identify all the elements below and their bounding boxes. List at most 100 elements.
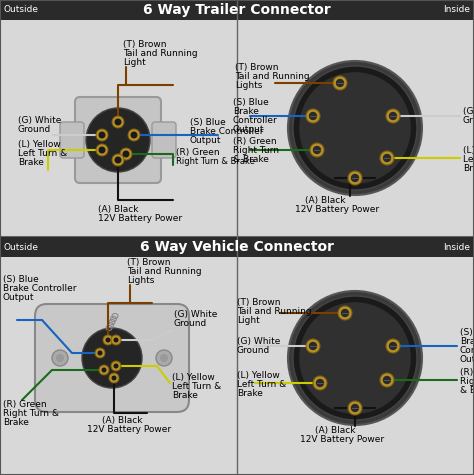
Text: Output: Output xyxy=(190,136,221,145)
Circle shape xyxy=(313,376,327,390)
Circle shape xyxy=(309,342,317,350)
Circle shape xyxy=(383,154,391,162)
Circle shape xyxy=(109,373,119,383)
Text: 12V Battery Power: 12V Battery Power xyxy=(87,425,171,434)
Circle shape xyxy=(86,108,150,172)
Text: Light: Light xyxy=(123,58,146,67)
Text: (R) Green: (R) Green xyxy=(3,400,46,409)
Circle shape xyxy=(112,154,124,166)
Circle shape xyxy=(310,143,324,157)
Text: Tail and Running: Tail and Running xyxy=(235,72,310,81)
Text: (G) White: (G) White xyxy=(463,107,474,116)
Circle shape xyxy=(106,338,110,342)
Text: Brake Controller: Brake Controller xyxy=(3,284,76,293)
Circle shape xyxy=(299,302,411,414)
FancyBboxPatch shape xyxy=(60,122,84,158)
Circle shape xyxy=(52,350,68,366)
Text: Tail and Running: Tail and Running xyxy=(237,307,311,316)
Bar xyxy=(0,237,474,257)
Circle shape xyxy=(115,118,121,125)
Text: (A) Black: (A) Black xyxy=(305,196,346,205)
Circle shape xyxy=(95,348,105,358)
Text: Left Turn &: Left Turn & xyxy=(172,382,221,391)
Text: 6 Way Trailer Connector: 6 Way Trailer Connector xyxy=(143,3,331,17)
Circle shape xyxy=(348,171,362,185)
Circle shape xyxy=(386,339,400,353)
Text: 6 Way Vehicle Connector: 6 Way Vehicle Connector xyxy=(140,240,334,254)
Text: Ground: Ground xyxy=(463,116,474,125)
Circle shape xyxy=(389,342,397,350)
Circle shape xyxy=(389,112,397,120)
Text: Left Turn &: Left Turn & xyxy=(18,149,67,158)
Text: (T) Brown: (T) Brown xyxy=(123,40,166,49)
Text: (T) Brown: (T) Brown xyxy=(235,63,279,72)
Text: (S) Blue: (S) Blue xyxy=(233,98,269,107)
Text: Tail and Running: Tail and Running xyxy=(127,267,201,276)
Text: Brake: Brake xyxy=(172,391,198,400)
Text: 12V Battery Power: 12V Battery Power xyxy=(300,435,384,444)
Text: Brake Controller: Brake Controller xyxy=(190,127,264,136)
Text: (R) Green: (R) Green xyxy=(176,148,219,157)
Circle shape xyxy=(130,132,137,139)
Text: Right Turn &: Right Turn & xyxy=(3,409,59,418)
Text: (R) Green: (R) Green xyxy=(233,137,277,146)
Circle shape xyxy=(333,76,347,90)
Text: Right Turn & Brake: Right Turn & Brake xyxy=(176,157,255,166)
Circle shape xyxy=(288,291,422,425)
Text: Output: Output xyxy=(460,355,474,364)
Text: Inside: Inside xyxy=(443,6,470,15)
Text: Light: Light xyxy=(237,316,260,325)
Circle shape xyxy=(288,61,422,195)
Circle shape xyxy=(336,79,344,87)
Circle shape xyxy=(96,144,108,156)
Circle shape xyxy=(293,296,417,420)
FancyBboxPatch shape xyxy=(75,97,161,183)
Text: Outside: Outside xyxy=(4,243,39,251)
Text: Brake: Brake xyxy=(3,418,29,427)
Circle shape xyxy=(351,404,359,412)
Circle shape xyxy=(383,376,391,384)
Circle shape xyxy=(120,148,132,160)
Text: (L) Yellow: (L) Yellow xyxy=(18,140,61,149)
Text: Ground: Ground xyxy=(18,125,51,134)
Text: Right Turn: Right Turn xyxy=(233,146,279,155)
Circle shape xyxy=(112,116,124,128)
Text: (S) Blue: (S) Blue xyxy=(3,275,39,284)
Circle shape xyxy=(101,368,107,372)
Circle shape xyxy=(299,72,411,184)
Circle shape xyxy=(351,174,359,182)
Circle shape xyxy=(115,156,121,163)
Text: (G) White: (G) White xyxy=(174,310,218,319)
Text: Left Turn &: Left Turn & xyxy=(463,155,474,164)
Circle shape xyxy=(309,112,317,120)
Text: (G) White: (G) White xyxy=(237,337,281,346)
Circle shape xyxy=(113,338,118,342)
Text: 12V Battery Power: 12V Battery Power xyxy=(98,214,182,223)
Circle shape xyxy=(348,401,362,415)
Text: Brake: Brake xyxy=(233,107,259,116)
Text: Ground: Ground xyxy=(174,319,207,328)
Circle shape xyxy=(293,66,417,190)
Circle shape xyxy=(380,373,394,387)
Circle shape xyxy=(99,365,109,375)
Text: (A) Black: (A) Black xyxy=(315,426,356,435)
Text: (T) Brown: (T) Brown xyxy=(237,298,281,307)
Text: Output: Output xyxy=(233,125,264,134)
Circle shape xyxy=(103,335,113,345)
Text: (L) Yellow: (L) Yellow xyxy=(172,373,215,382)
Text: Brake: Brake xyxy=(460,337,474,346)
Circle shape xyxy=(380,151,394,165)
Text: (S) Blue: (S) Blue xyxy=(460,328,474,337)
FancyBboxPatch shape xyxy=(35,304,189,412)
Text: 12V Battery Power: 12V Battery Power xyxy=(295,205,379,214)
Circle shape xyxy=(99,146,106,153)
Text: (T) Brown: (T) Brown xyxy=(127,258,171,267)
Circle shape xyxy=(316,379,324,387)
Text: (G) White: (G) White xyxy=(18,116,61,125)
Circle shape xyxy=(99,132,106,139)
Circle shape xyxy=(98,351,102,355)
Circle shape xyxy=(160,354,168,362)
Circle shape xyxy=(338,306,352,320)
Circle shape xyxy=(306,109,320,123)
Text: Left Turn &: Left Turn & xyxy=(237,380,286,389)
